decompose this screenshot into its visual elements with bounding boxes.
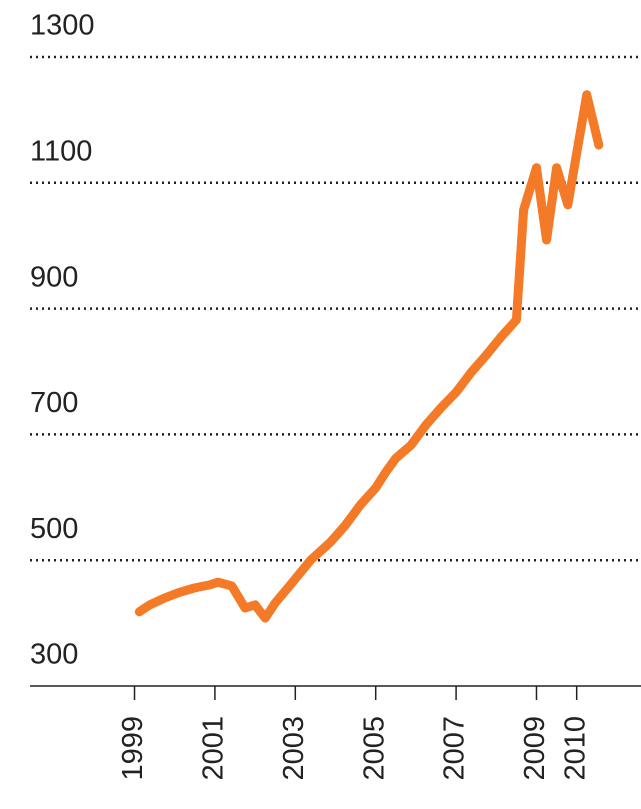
y-tick-label: 900 (30, 261, 78, 293)
y-tick-label: 1300 (30, 10, 95, 42)
x-tick-label: 2009 (519, 716, 551, 781)
x-tick-label: 2010 (559, 716, 591, 781)
y-tick-label: 1100 (30, 135, 92, 167)
y-tick-label: 300 (30, 639, 78, 671)
y-tick-label: 700 (30, 387, 78, 419)
y-tick-label: 500 (30, 513, 78, 545)
x-tick-label: 2003 (278, 716, 310, 781)
x-tick-label: 2007 (439, 716, 471, 781)
line (134, 90, 604, 623)
x-tick-label: 2005 (358, 716, 390, 781)
x-tick-label: 2001 (198, 716, 230, 781)
x-tick-label: 1999 (117, 716, 149, 781)
